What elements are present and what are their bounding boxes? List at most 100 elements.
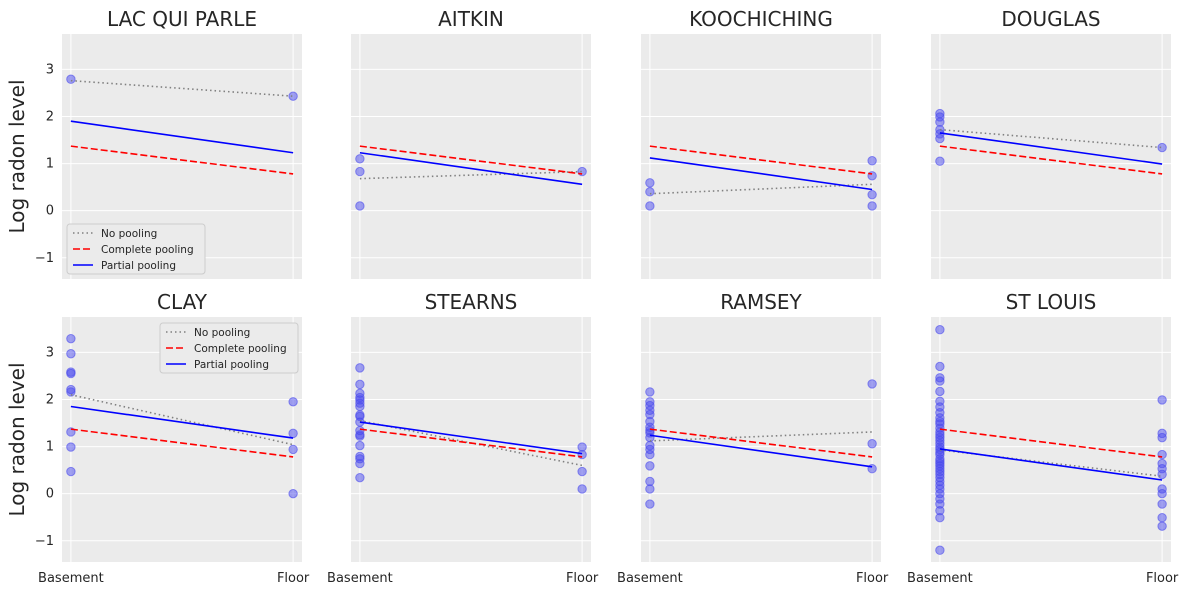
panel-title: RAMSEY — [720, 290, 802, 314]
data-point — [935, 386, 945, 397]
data-point — [355, 388, 365, 399]
partial-pooling-line — [939, 448, 1163, 481]
panel-stearns: STEARNS Basement Floor — [327, 290, 599, 586]
data-point — [1157, 395, 1167, 405]
x-tick-label: Floor — [856, 571, 889, 586]
panel-aitkin: AITKIN — [351, 7, 591, 279]
data-point — [935, 156, 945, 166]
complete-pooling-line — [939, 145, 1163, 175]
data-point — [645, 387, 655, 397]
data-point — [577, 466, 587, 477]
complete-pooling-line — [359, 145, 583, 175]
data-point — [355, 363, 365, 373]
data-point — [1157, 428, 1167, 439]
data-point — [1157, 521, 1167, 531]
complete-pooling-line — [70, 428, 294, 458]
data-point — [935, 373, 945, 383]
data-point — [66, 442, 76, 452]
plot-area — [931, 317, 1171, 562]
x-tick-label: Basement — [907, 571, 973, 586]
panel-title: AITKIN — [438, 7, 504, 31]
data-point — [935, 361, 945, 372]
data-point — [935, 545, 945, 555]
x-tick-label: Floor — [1146, 571, 1179, 586]
data-point — [645, 499, 655, 509]
panel-title: DOUGLAS — [1001, 7, 1100, 31]
y-tick-label: 0 — [46, 204, 54, 219]
complete-pooling-line — [649, 145, 873, 175]
data-point — [577, 442, 587, 452]
partial-pooling-line — [70, 405, 294, 439]
data-point — [355, 154, 365, 164]
y-tick-label: −1 — [35, 251, 54, 266]
panel-lac-qui-parle: LAC QUI PARLE −1 0 1 2 3 Log radon level No poo… — [5, 7, 302, 279]
legend-label: Partial pooling — [101, 260, 176, 272]
y-tick-label: 0 — [46, 487, 54, 502]
panel-title: KOOCHICHING — [689, 7, 833, 31]
y-tick-label: 1 — [46, 157, 54, 172]
panel-title: CLAY — [157, 290, 208, 314]
x-tick-label: Floor — [566, 571, 599, 586]
data-point — [867, 189, 877, 200]
data-point — [1157, 499, 1167, 509]
complete-pooling-line — [359, 428, 583, 458]
data-point — [645, 201, 655, 211]
data-point — [1157, 142, 1167, 153]
x-tick-label: Basement — [617, 571, 683, 586]
data-point — [288, 444, 298, 455]
complete-pooling-line — [649, 428, 873, 458]
data-point — [288, 488, 298, 499]
data-point — [867, 439, 877, 449]
complete-pooling-line — [939, 428, 1163, 458]
data-point — [288, 397, 298, 407]
data-point — [645, 178, 655, 188]
data-point — [355, 440, 365, 451]
data-point — [66, 349, 76, 359]
legend-label: Partial pooling — [194, 359, 269, 371]
legend-label: No pooling — [194, 327, 250, 339]
data-point — [1157, 484, 1167, 494]
legend-box — [159, 322, 299, 374]
data-point — [935, 396, 945, 407]
y-tick-label: 2 — [46, 109, 54, 124]
plot-area — [641, 34, 881, 279]
data-point — [645, 187, 655, 197]
data-point — [645, 397, 655, 407]
no-pooling-line — [70, 79, 294, 97]
no-pooling-line — [649, 431, 873, 442]
y-tick-label: −1 — [35, 534, 54, 549]
partial-pooling-line — [649, 434, 873, 468]
data-point — [355, 201, 365, 211]
data-point — [867, 156, 877, 166]
panel-koochiching: KOOCHICHING — [641, 7, 881, 279]
data-point — [288, 428, 298, 439]
data-point — [66, 367, 76, 377]
data-point — [867, 201, 877, 211]
data-point — [355, 472, 365, 483]
partial-pooling-line — [70, 120, 294, 154]
panel-clay: CLAY −1 0 1 2 3 Log radon level Basement Floor No… — [5, 290, 310, 586]
data-point — [66, 333, 76, 344]
data-point — [645, 440, 655, 451]
x-tick-label: Basement — [38, 571, 104, 586]
y-tick-label: 3 — [46, 345, 54, 360]
legend-box — [66, 223, 206, 275]
data-point — [645, 461, 655, 471]
data-point — [1157, 449, 1167, 460]
no-pooling-line — [359, 170, 583, 180]
plot-area — [351, 317, 591, 562]
no-pooling-line — [70, 393, 294, 446]
y-axis-label: Log radon level — [5, 362, 29, 516]
data-point — [355, 451, 365, 462]
data-point — [355, 410, 365, 420]
y-tick-label: 1 — [46, 440, 54, 455]
y-tick-label: 3 — [46, 62, 54, 77]
panel-title: LAC QUI PARLE — [107, 7, 257, 31]
partial-pooling-line — [359, 151, 583, 186]
data-point — [935, 108, 945, 119]
panel-ramsey: RAMSEY Basement Floor — [617, 290, 889, 586]
partial-pooling-line — [359, 421, 583, 455]
data-point — [577, 484, 587, 494]
plot-area — [931, 34, 1171, 279]
